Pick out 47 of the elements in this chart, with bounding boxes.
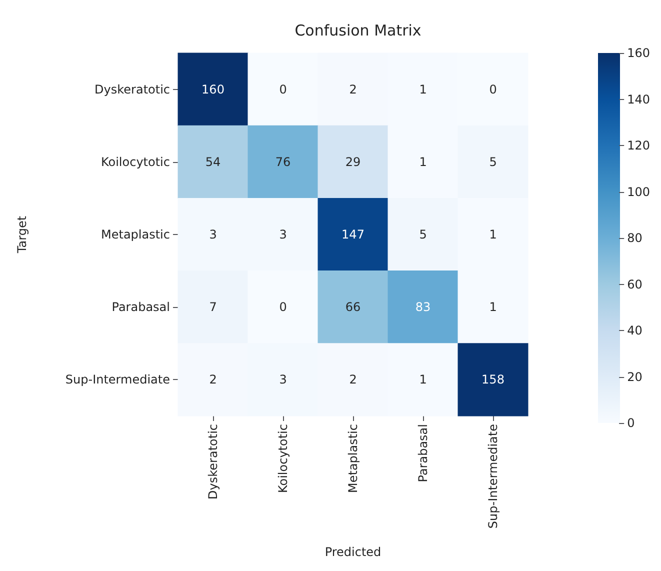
data-label: 1	[419, 82, 427, 96]
data-label: 5	[489, 154, 497, 169]
data-label: 3	[209, 228, 217, 242]
data-label: 3	[279, 228, 287, 242]
color-bar-label: 120	[627, 138, 650, 152]
color-bar-label: 20	[627, 370, 642, 384]
data-label: 1	[419, 154, 427, 169]
color-bar-label: 140	[627, 92, 650, 106]
x-tick-label: Parabasal	[416, 424, 430, 482]
color-bar-label: 40	[627, 324, 642, 338]
color-bar-label: 160	[627, 46, 650, 60]
y-tick-label: Koilocytotic	[100, 154, 170, 169]
x-tick-label: Koilocytotic	[276, 424, 290, 494]
data-label: 5	[419, 228, 427, 242]
y-tick-label: Sup-Intermediate	[65, 372, 170, 387]
y-axis-title: Target	[15, 216, 29, 254]
data-label: 54	[205, 154, 221, 169]
data-label: 7	[209, 300, 217, 314]
data-label: 160	[202, 82, 224, 96]
data-label: 76	[275, 154, 291, 169]
data-label: 147	[342, 228, 364, 242]
color-bar-label: 60	[627, 277, 642, 292]
x-tick-label: Metaplastic	[346, 424, 360, 493]
x-tick-label: Dyskeratotic	[206, 424, 220, 500]
data-label: 66	[345, 300, 361, 314]
data-label: 2	[349, 372, 357, 387]
y-tick-label: Parabasal	[112, 300, 170, 314]
data-label: 0	[279, 82, 287, 96]
data-label: 3	[279, 372, 287, 387]
data-label: 0	[279, 300, 287, 314]
data-label: 2	[349, 82, 357, 96]
chart-title: Confusion Matrix	[294, 22, 422, 40]
data-label: 29	[345, 154, 361, 169]
data-label: 2	[209, 372, 217, 387]
color-bar-label: 80	[627, 231, 642, 245]
data-label: 1	[419, 372, 427, 387]
data-label: 158	[482, 372, 504, 387]
x-axis-title: Predicted	[324, 545, 382, 559]
y-tick-label: Dyskeratotic	[94, 82, 170, 96]
data-label: 0	[489, 82, 497, 96]
data-label: 1	[489, 300, 497, 314]
y-tick-label: Metaplastic	[101, 228, 170, 242]
data-label: 83	[415, 300, 431, 314]
color-bar-label: 0	[627, 416, 635, 430]
color-bar-label: 100	[627, 184, 650, 199]
data-label: 1	[489, 228, 497, 242]
x-tick-label: Sup-Intermediate	[486, 424, 500, 529]
